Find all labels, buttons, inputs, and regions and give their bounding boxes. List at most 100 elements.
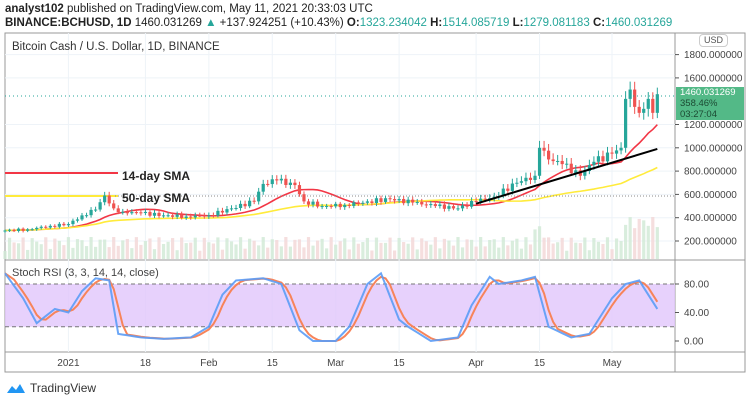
volume-bar — [297, 239, 302, 259]
candle-body — [456, 208, 460, 210]
volume-bar — [433, 237, 437, 259]
volume-bar — [379, 242, 383, 259]
candle-body — [121, 211, 125, 213]
trendline — [475, 148, 658, 205]
candle-body — [139, 212, 143, 214]
volume-bar — [483, 246, 487, 259]
date-tick: 15 — [534, 358, 546, 369]
candle-body — [397, 198, 401, 201]
author: analyst102 — [5, 3, 64, 15]
volume-bar — [238, 237, 243, 259]
volume-bar — [361, 242, 365, 259]
stoch-tick: 0.00 — [684, 337, 704, 348]
volume-bar — [479, 237, 483, 259]
candle-body — [365, 201, 369, 203]
volume-bar — [16, 243, 21, 259]
candle-body — [238, 203, 243, 208]
volume-bar — [62, 245, 66, 259]
volume-bar — [71, 247, 75, 259]
volume-bar — [424, 241, 428, 259]
candle-body — [533, 175, 537, 180]
candle-body — [655, 94, 659, 113]
volume-bar — [429, 244, 433, 259]
candle-body — [261, 183, 265, 192]
volume-bar — [515, 238, 519, 259]
candle-body — [574, 170, 578, 174]
candle-body — [651, 98, 655, 113]
candle-body — [383, 198, 388, 202]
volume-bar — [343, 238, 347, 259]
candle-body — [537, 147, 542, 176]
candle-body — [39, 226, 43, 228]
volume-bar — [193, 237, 197, 259]
candle-body — [211, 215, 215, 217]
volume-bar — [225, 238, 229, 259]
volume-bar — [420, 238, 424, 259]
volume-bar — [48, 248, 52, 259]
volume-bar — [107, 247, 111, 259]
candle-body — [180, 214, 184, 218]
date-tick: May — [603, 358, 622, 369]
volume-bar — [592, 238, 596, 259]
date-tick: 15 — [394, 358, 406, 369]
volume-bar — [171, 238, 175, 259]
volume-bar — [510, 240, 514, 259]
candle-body — [184, 216, 188, 218]
sma14-annotation: 14-day SMA — [122, 169, 191, 183]
indicator-title: Stoch RSI (3, 3, 14, 14, close) — [12, 267, 159, 279]
volume-bar — [7, 237, 12, 259]
candle-body — [646, 98, 650, 109]
volume-bar — [261, 237, 265, 259]
volume-bar — [329, 237, 333, 259]
candle-body — [424, 204, 428, 206]
volume-bar — [12, 242, 16, 259]
volume-bar — [438, 248, 442, 259]
volume-bar — [392, 250, 397, 259]
l-label: L: — [512, 17, 524, 29]
volume-bar — [288, 246, 292, 259]
volume-bar — [103, 239, 107, 259]
volume-bar — [614, 238, 619, 259]
volume-bar — [365, 237, 369, 259]
price-tick: 800.000000 — [684, 167, 737, 178]
volume-bar — [134, 237, 138, 259]
volume-bar — [637, 218, 641, 259]
candle-body — [560, 160, 564, 165]
volume-bar — [352, 237, 356, 259]
candle-body — [547, 150, 551, 160]
up-arrow-icon: ▲ — [205, 17, 217, 29]
candle-body — [252, 200, 256, 202]
low-value: 1279.081183 — [523, 17, 590, 29]
candle-body — [415, 201, 419, 203]
candle-body — [483, 198, 487, 200]
volume-bar — [306, 237, 311, 259]
volume-bar — [53, 238, 57, 259]
date-tick: Feb — [200, 358, 218, 369]
outer-frame — [4, 32, 746, 373]
volume-bar — [21, 237, 25, 259]
candle-body — [361, 202, 365, 204]
candle-body — [628, 89, 632, 99]
tradingview-logo[interactable]: TradingView — [6, 381, 96, 395]
candle-body — [266, 183, 270, 185]
volume-bar — [560, 237, 564, 259]
candle-body — [528, 177, 533, 180]
candle-body — [556, 160, 560, 162]
candle-body — [315, 201, 320, 207]
volume-bar — [3, 251, 7, 259]
candle-body — [614, 150, 619, 154]
candle-body — [157, 212, 161, 217]
percent: 358.46% — [680, 98, 718, 109]
volume-bar — [66, 237, 71, 259]
volume-bar — [492, 239, 496, 259]
volume-bar — [84, 246, 89, 259]
currency-button[interactable]: USD — [699, 34, 729, 47]
candle-body — [542, 147, 546, 151]
candle-body — [48, 225, 52, 228]
volume-bar — [583, 237, 587, 259]
candle-body — [234, 207, 238, 209]
volume-bar — [234, 244, 238, 259]
candle-body — [619, 147, 623, 151]
candle-body — [605, 152, 610, 162]
